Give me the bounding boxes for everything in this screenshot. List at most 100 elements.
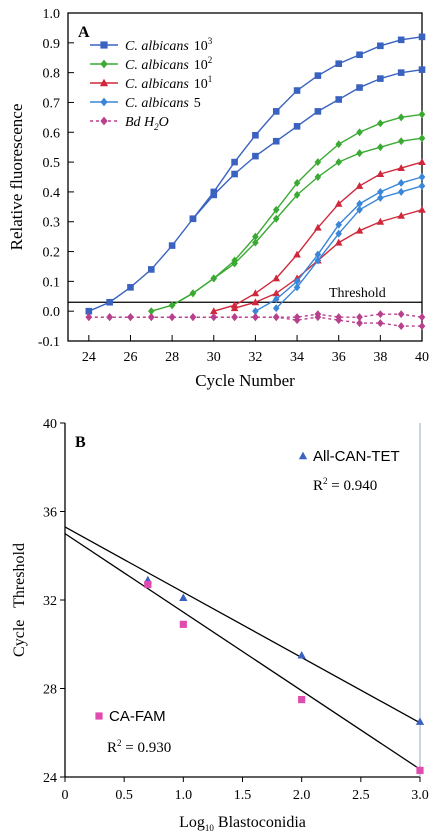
data-point xyxy=(377,42,384,50)
legend-label-ca-fam: CA-FAM xyxy=(109,708,166,725)
data-point xyxy=(397,187,405,196)
panel-label: B xyxy=(75,434,86,451)
data-point xyxy=(252,131,259,139)
legend-species: C. albicans xyxy=(125,77,189,92)
y-tick-label: 24 xyxy=(43,771,57,786)
series-line xyxy=(88,316,422,327)
data-point xyxy=(251,298,260,306)
data-point xyxy=(334,199,343,207)
legend-species: C. albicans xyxy=(125,96,189,111)
y-tick-label: 0.0 xyxy=(43,305,61,320)
data-point xyxy=(377,143,384,152)
legend-swatch-marker xyxy=(100,97,108,107)
data-point xyxy=(179,593,188,602)
legend-superscript: 3 xyxy=(208,36,213,46)
x-tick-label: 38 xyxy=(373,350,387,365)
data-point xyxy=(416,766,424,774)
legend-dose: 5 xyxy=(194,96,201,111)
data-point xyxy=(189,313,197,322)
series xyxy=(189,66,426,223)
series xyxy=(209,158,426,315)
data-point xyxy=(179,620,187,628)
data-point xyxy=(168,301,176,310)
data-point xyxy=(334,238,343,246)
data-point xyxy=(397,310,405,319)
data-point xyxy=(355,181,364,189)
data-point xyxy=(397,211,405,219)
data-point xyxy=(231,259,238,268)
x-tick-label: 30 xyxy=(207,350,221,365)
data-point xyxy=(209,307,218,315)
data-point xyxy=(168,242,176,249)
legend-label: C. albicans 5 xyxy=(125,96,201,111)
r2-value: = 0.930 xyxy=(122,740,172,756)
x-tick-label: 0 xyxy=(62,788,69,803)
x-axis-label: Cycle Number xyxy=(195,371,295,390)
data-point xyxy=(376,217,385,225)
legend-swatch-marker xyxy=(99,78,109,87)
data-point xyxy=(314,173,322,181)
data-point xyxy=(252,152,259,160)
threshold-label: Threshold xyxy=(329,286,386,301)
data-point xyxy=(168,313,176,322)
data-point xyxy=(335,316,343,325)
data-point xyxy=(272,304,280,313)
data-point xyxy=(356,313,363,322)
data-point xyxy=(293,190,301,199)
series xyxy=(168,134,426,310)
data-point xyxy=(376,170,385,177)
x-tick-label: 28 xyxy=(165,350,179,365)
data-point xyxy=(397,179,405,187)
y-tick-label: 36 xyxy=(43,506,57,521)
data-point xyxy=(356,128,363,137)
legend-dose: 10 xyxy=(194,58,208,73)
r2-superscript: 2 xyxy=(117,738,122,748)
data-point xyxy=(335,220,343,229)
panel-label: A xyxy=(78,24,90,41)
data-point xyxy=(397,137,405,146)
data-point xyxy=(147,266,155,273)
data-point xyxy=(418,33,426,41)
x-tick-label: 26 xyxy=(123,350,137,365)
data-point xyxy=(293,277,301,286)
data-point xyxy=(85,313,93,322)
r2-annotation-ca-fam: R2 = 0.930 xyxy=(107,738,171,756)
legend-species-tail: O xyxy=(159,115,169,130)
legend-species: Bd H xyxy=(125,115,155,130)
data-point xyxy=(272,205,280,214)
data-point xyxy=(127,284,134,291)
x-axis-label-tail: Blastoconidia xyxy=(214,814,306,831)
data-point xyxy=(293,316,301,325)
data-point xyxy=(314,250,322,259)
r2-symbol: R xyxy=(107,740,117,756)
data-point xyxy=(210,313,218,322)
data-point xyxy=(356,199,363,208)
data-point xyxy=(272,313,280,322)
data-point xyxy=(377,119,384,128)
data-point xyxy=(147,307,155,316)
series-line xyxy=(213,161,423,312)
data-point xyxy=(397,69,405,76)
data-point xyxy=(356,205,363,214)
data-point xyxy=(85,307,93,315)
data-point xyxy=(189,215,197,223)
y-tick-label: 0.6 xyxy=(43,126,61,141)
data-point xyxy=(106,313,113,322)
data-point xyxy=(252,238,259,247)
data-point xyxy=(418,158,426,166)
series-line xyxy=(234,209,423,309)
y-tick-label: 0.3 xyxy=(43,216,61,231)
legend-dose: 10 xyxy=(194,39,208,54)
r2-symbol: R xyxy=(313,478,323,494)
data-point xyxy=(335,60,343,67)
x-tick-label: 0.5 xyxy=(115,788,133,803)
x-axis-label: Log10 Blastoconidia xyxy=(179,814,306,833)
x-axis-label-base: Log xyxy=(179,814,205,831)
data-point xyxy=(293,283,301,292)
data-point xyxy=(231,158,238,166)
legend-swatch-marker xyxy=(100,59,108,69)
data-point xyxy=(314,158,322,167)
x-tick-label: 34 xyxy=(290,350,304,365)
data-point xyxy=(210,191,218,199)
data-point xyxy=(335,140,343,149)
